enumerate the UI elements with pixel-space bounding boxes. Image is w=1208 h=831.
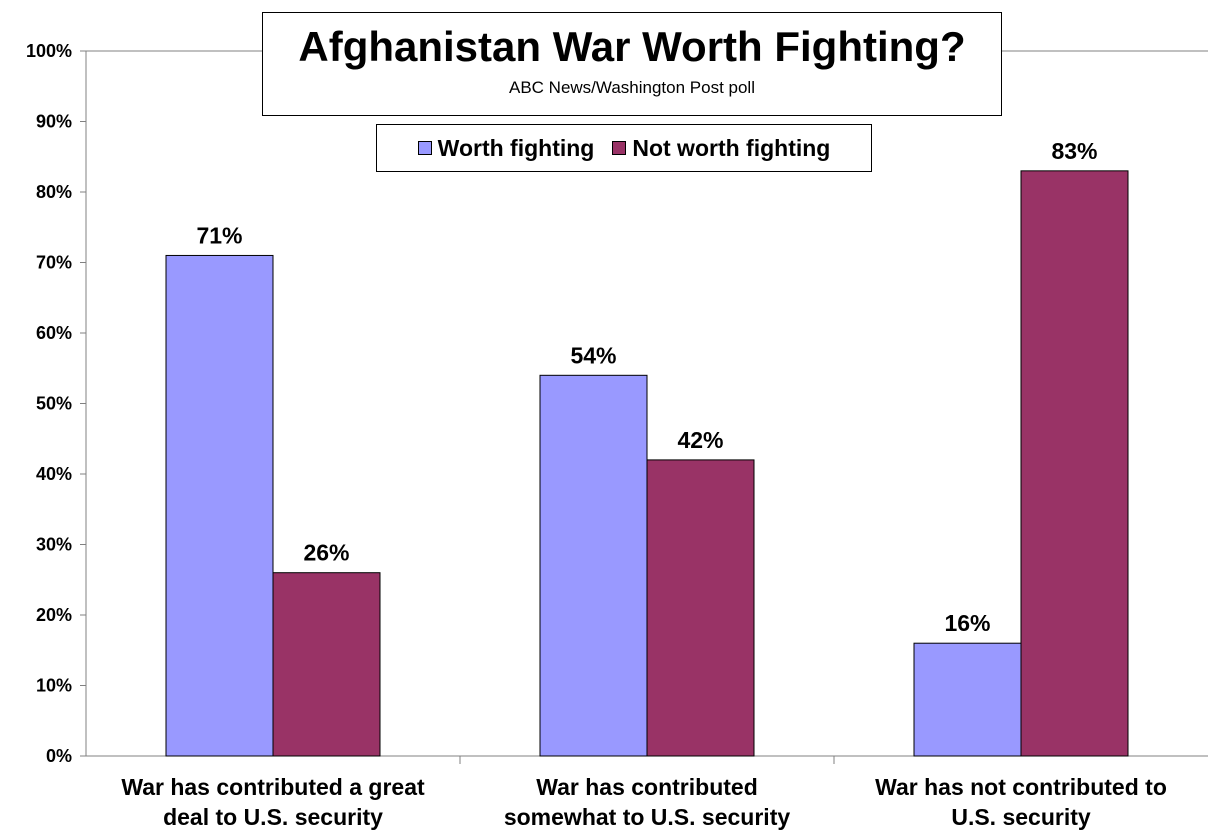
category-label: War has not contributed to (875, 774, 1167, 800)
bar-not-worth-fighting (646, 459, 755, 757)
y-tick-label: 70% (36, 253, 72, 273)
legend: Worth fighting Not worth fighting (376, 124, 872, 172)
data-label: 42% (677, 427, 723, 453)
bar-worth-fighting (165, 254, 274, 757)
labels: 0% 10% 20% 30% 40% 50% 60% 70% 80% 90% 100% 71% 26% W… (26, 41, 1167, 830)
legend-swatch-worth-fighting (417, 141, 432, 155)
legend-item-worth-fighting: Worth fighting (417, 134, 595, 162)
y-tick-label: 10% (36, 676, 72, 696)
y-tick-label: 90% (36, 112, 72, 132)
y-tick-label: 50% (36, 394, 72, 414)
y-tick-label: 30% (36, 535, 72, 555)
bar-not-worth-fighting (272, 572, 381, 757)
bars (165, 170, 1129, 757)
y-tick-label: 40% (36, 464, 72, 484)
data-label: 83% (1051, 138, 1097, 164)
y-tick-label: 60% (36, 323, 72, 343)
data-label: 16% (944, 610, 990, 636)
data-label: 54% (570, 342, 616, 368)
bar-not-worth-fighting (1020, 170, 1129, 757)
category-label: War has contributed a great (121, 774, 425, 800)
chart-title: Afghanistan War Worth Fighting? (298, 23, 966, 70)
category-label: somewhat to U.S. security (504, 804, 791, 830)
data-label: 26% (303, 540, 349, 566)
legend-item-not-worth-fighting: Not worth fighting (612, 135, 830, 162)
chart-title-box: Afghanistan War Worth Fighting? ABC News… (262, 12, 1002, 116)
y-tick-label: 20% (36, 605, 72, 625)
bar-worth-fighting (913, 642, 1022, 757)
y-tick-label: 0% (46, 746, 72, 766)
legend-label-not-worth-fighting: Not worth fighting (632, 134, 831, 161)
chart-subtitle: ABC News/Washington Post poll (509, 78, 755, 97)
y-tick-label: 80% (36, 182, 72, 202)
category-label: U.S. security (951, 804, 1091, 830)
category-label: War has contributed (536, 774, 758, 800)
legend-swatch-not-worth-fighting (612, 141, 627, 155)
bar-worth-fighting (539, 374, 648, 757)
category-label: deal to U.S. security (163, 804, 383, 830)
legend-label-worth-fighting: Worth fighting (437, 134, 595, 161)
y-tick-label: 100% (26, 41, 72, 61)
data-label: 71% (196, 222, 242, 248)
